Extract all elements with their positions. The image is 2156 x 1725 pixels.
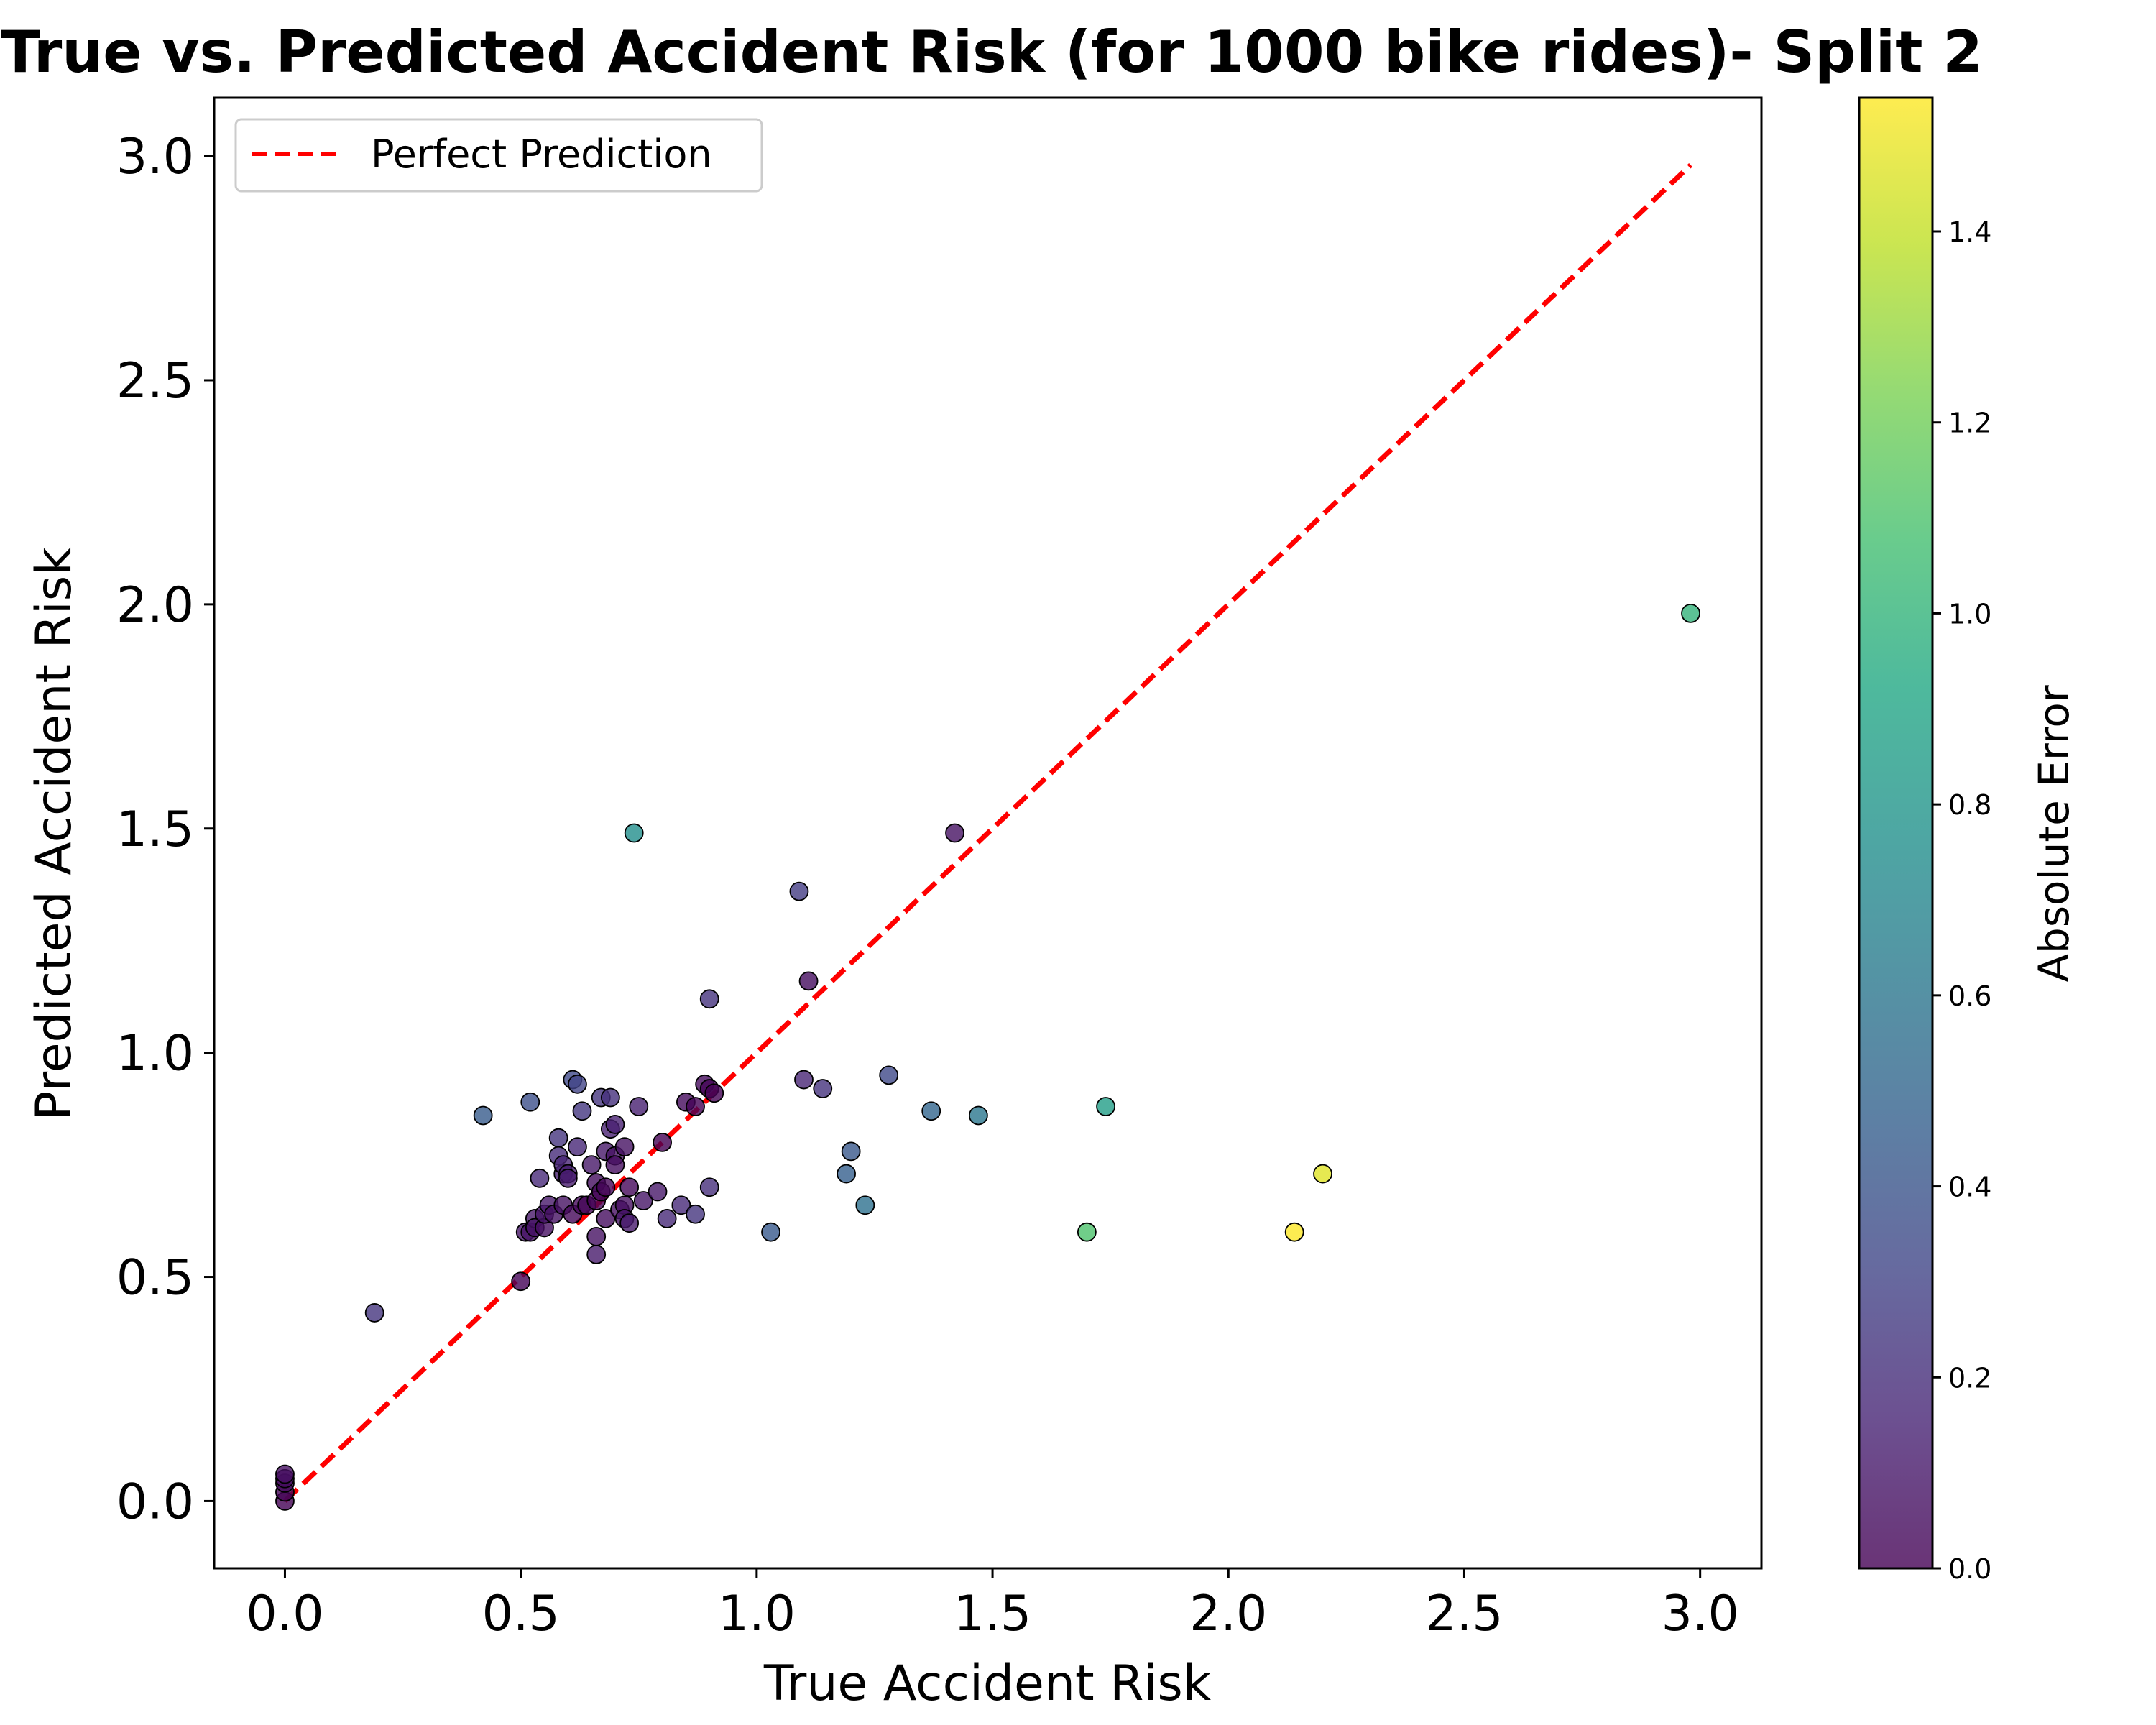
data-point	[789, 881, 809, 901]
legend-label-perfect-prediction: Perfect Prediction	[371, 132, 712, 177]
x-tick-label: 2.0	[1189, 1586, 1267, 1642]
colorbar-tick-label: 0.4	[1948, 1172, 1991, 1203]
y-tick-label: 0.5	[116, 1250, 194, 1307]
x-tick-label: 1.5	[954, 1586, 1031, 1642]
data-point	[837, 1164, 856, 1184]
axis-ticks: 0.0 0.5 1.0 1.5 2.0 2.5 3.0 0.0 0.5 1.0 1.5 2.0 2.5 3…	[116, 129, 1739, 1642]
legend: Perfect Prediction	[234, 118, 763, 193]
data-point	[1313, 1164, 1332, 1184]
data-point	[686, 1204, 705, 1224]
x-tick-label: 0.0	[246, 1586, 323, 1642]
y-axis-label: Predicted Accident Risk	[26, 547, 83, 1121]
data-point	[364, 1303, 384, 1322]
data-point	[586, 1244, 607, 1264]
data-point	[568, 1137, 587, 1157]
data-point	[520, 1092, 540, 1112]
colorbar-tick-label: 0.6	[1948, 980, 1991, 1012]
data-point	[657, 1209, 677, 1228]
data-point	[605, 1115, 625, 1134]
data-point	[624, 823, 644, 843]
data-point	[605, 1155, 625, 1174]
colorbar-ticks: 0.0 0.2 0.4 0.6 0.8 1.0 1.2 1.4	[1932, 216, 1991, 1585]
data-point	[629, 1097, 649, 1116]
y-tick-label: 0.0	[116, 1473, 194, 1530]
perfect-prediction-line	[283, 163, 1692, 1503]
data-point	[798, 971, 819, 991]
data-point	[1681, 603, 1700, 623]
data-point	[581, 1155, 602, 1174]
y-tick-label: 3.0	[116, 129, 194, 185]
data-point	[699, 989, 719, 1009]
data-point	[653, 1133, 672, 1152]
data-point	[761, 1222, 780, 1242]
data-point	[813, 1079, 833, 1098]
legend-box	[234, 118, 763, 193]
data-point	[530, 1168, 550, 1188]
x-tick-label: 1.0	[718, 1586, 796, 1642]
colorbar-tick-label: 1.0	[1948, 598, 1991, 630]
colorbar: 0.0 0.2 0.4 0.6 0.8 1.0 1.2 1.4 Absolute Error	[1858, 96, 2078, 1585]
chart-title: True vs. Predicted Accident Risk (for 10…	[1, 19, 1983, 86]
colorbar-tick-label: 1.2	[1948, 408, 1991, 439]
data-point	[586, 1227, 607, 1246]
data-point	[473, 1105, 493, 1126]
data-point	[633, 1191, 653, 1210]
data-point	[794, 1070, 814, 1090]
data-points	[275, 603, 1700, 1511]
data-point	[1077, 1222, 1097, 1242]
x-tick-label: 3.0	[1662, 1586, 1739, 1642]
data-point	[699, 1177, 719, 1197]
data-point	[945, 823, 964, 843]
colorbar-frame	[1858, 96, 1934, 1570]
data-point	[558, 1168, 578, 1188]
x-tick-label: 2.5	[1425, 1586, 1503, 1642]
data-point	[704, 1083, 724, 1103]
colorbar-tick-label: 0.8	[1948, 789, 1991, 821]
data-point	[619, 1213, 640, 1233]
y-tick-label: 1.5	[116, 801, 194, 858]
data-point	[671, 1195, 691, 1215]
y-tick-label: 2.5	[116, 353, 194, 410]
x-axis-label: True Accident Risk	[763, 1655, 1212, 1712]
colorbar-tick-label: 0.2	[1948, 1362, 1991, 1394]
data-point	[511, 1271, 531, 1292]
data-point	[619, 1177, 640, 1197]
data-point	[855, 1195, 875, 1215]
reference-line-layer	[283, 163, 1692, 1503]
data-point	[275, 1464, 295, 1484]
data-point	[648, 1182, 668, 1202]
colorbar-gradient	[1859, 98, 1932, 1568]
colorbar-tick-label: 1.4	[1948, 216, 1991, 248]
data-point	[879, 1065, 899, 1085]
data-point	[568, 1074, 587, 1094]
data-point	[596, 1177, 616, 1197]
data-point	[614, 1137, 635, 1157]
data-point	[921, 1101, 941, 1121]
data-point	[841, 1141, 861, 1162]
y-tick-label: 2.0	[116, 577, 194, 634]
colorbar-tick-label: 0.0	[1948, 1553, 1991, 1585]
data-point	[1096, 1097, 1116, 1116]
colorbar-label: Absolute Error	[2030, 685, 2078, 982]
data-point	[548, 1128, 568, 1148]
data-point	[968, 1105, 988, 1126]
data-point	[600, 1087, 620, 1108]
data-point	[572, 1101, 592, 1121]
x-tick-label: 0.5	[482, 1586, 560, 1642]
data-point	[1284, 1222, 1304, 1242]
y-tick-label: 1.0	[116, 1026, 194, 1082]
data-point	[686, 1097, 705, 1116]
data-point	[596, 1209, 616, 1228]
